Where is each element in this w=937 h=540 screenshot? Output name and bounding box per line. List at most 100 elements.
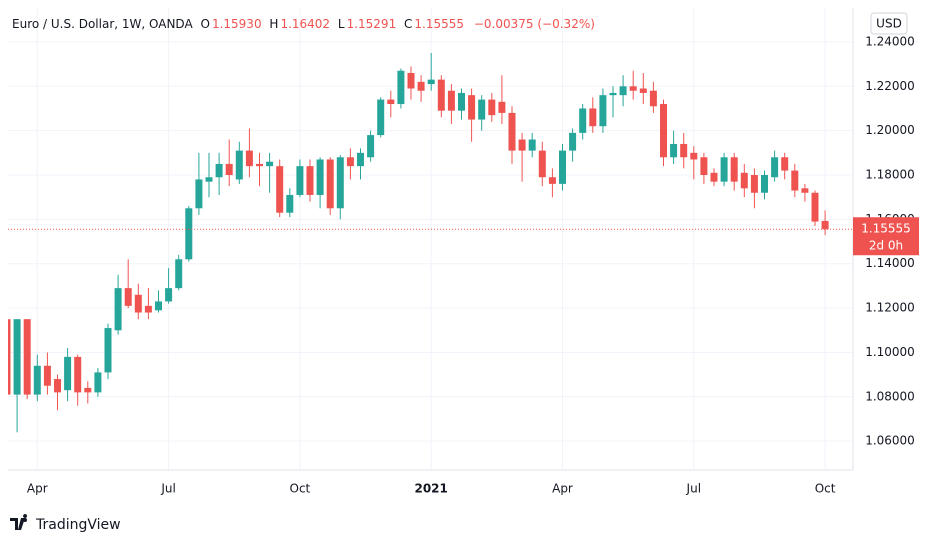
candle-body xyxy=(478,99,486,120)
candle-body xyxy=(346,157,354,167)
candle-body xyxy=(185,208,193,260)
currency-button[interactable] xyxy=(870,12,908,35)
header: Euro / U.S. Dollar, 1W, OANDA O 1.15930 H… xyxy=(12,17,595,31)
candle-body xyxy=(276,166,284,213)
candle-body xyxy=(225,163,233,176)
x-tick-label: Jul xyxy=(160,482,175,496)
candle-body xyxy=(316,159,324,195)
candle-body xyxy=(771,157,779,178)
candle-body xyxy=(64,356,72,391)
candle-body xyxy=(33,365,41,395)
candle-body xyxy=(700,157,708,176)
candle-body xyxy=(13,319,21,395)
o-label: O xyxy=(201,17,210,31)
candle-body xyxy=(104,328,112,373)
candle-body xyxy=(559,150,566,184)
candle-body xyxy=(144,305,152,313)
y-tick-label: 1.24000 xyxy=(865,34,915,48)
x-tick-label: Oct xyxy=(290,482,311,496)
candle-body xyxy=(336,157,344,209)
candle-body xyxy=(447,90,455,111)
candle-body xyxy=(417,81,425,91)
c-value: 1.15555 xyxy=(414,17,464,31)
x-tick-label: Jul xyxy=(686,482,701,496)
price-box xyxy=(853,217,919,256)
candle-body xyxy=(134,294,142,313)
y-tick-label: 1.20000 xyxy=(865,123,915,137)
candle-body xyxy=(114,288,122,331)
l-label: L xyxy=(338,17,345,31)
currency[interactable]: USD xyxy=(876,17,902,31)
candle-body xyxy=(791,170,799,191)
candle-body xyxy=(761,175,768,193)
brand: TradingView xyxy=(35,517,121,533)
candle-body xyxy=(377,99,385,136)
y-tick-label: 1.14000 xyxy=(865,256,915,270)
candle-body xyxy=(811,192,819,222)
candle-body xyxy=(781,157,789,171)
l-value: 1.15291 xyxy=(347,17,397,31)
candle-body xyxy=(397,70,405,105)
candle-body xyxy=(639,88,647,93)
candle-body xyxy=(84,387,92,393)
x-tick-label: Apr xyxy=(27,482,48,496)
candle-body xyxy=(215,163,223,178)
y-tick-label: 1.22000 xyxy=(865,79,915,93)
candles xyxy=(8,53,829,433)
y-tick-label: 1.08000 xyxy=(865,389,915,403)
candle-body xyxy=(326,159,334,209)
x-tick-label: 2021 xyxy=(414,482,447,496)
countdown: 2d 0h xyxy=(869,239,903,253)
candle-body xyxy=(124,288,132,306)
candle-body xyxy=(427,79,435,85)
candle-body xyxy=(488,99,496,116)
candle-body xyxy=(235,150,243,180)
x-tick-label: Oct xyxy=(815,482,836,496)
candle-body xyxy=(660,104,667,158)
candle-body xyxy=(195,179,203,209)
candle-body xyxy=(649,90,657,107)
candle-body xyxy=(256,163,263,167)
candle-body xyxy=(165,288,173,302)
price-label: 1.15555 xyxy=(861,222,911,236)
candle-body xyxy=(518,139,526,151)
candle-body xyxy=(498,101,506,113)
candle-body xyxy=(155,301,162,311)
h-label: H xyxy=(269,17,278,31)
candle-body xyxy=(670,143,678,158)
candle-body xyxy=(367,135,375,158)
candle-body xyxy=(629,86,637,91)
candle-body xyxy=(569,132,577,151)
candle-body xyxy=(23,319,31,395)
c-label: C xyxy=(404,17,412,31)
symbol: Euro / U.S. Dollar, 1W, OANDA xyxy=(12,17,193,31)
o-value: 1.15930 xyxy=(212,17,262,31)
grid xyxy=(8,8,853,470)
candle-body xyxy=(730,157,738,182)
candle-body xyxy=(357,152,364,167)
candle-body xyxy=(306,166,314,195)
candle-body xyxy=(599,95,607,127)
brand-logo xyxy=(10,514,28,530)
candle-body xyxy=(94,372,102,393)
candle-body xyxy=(407,72,415,89)
candle-body xyxy=(579,108,587,133)
y-tick-label: 1.18000 xyxy=(865,168,915,182)
candle-body xyxy=(296,166,304,195)
candle-body xyxy=(821,220,829,230)
h-value: 1.16402 xyxy=(280,17,330,31)
candle-body xyxy=(175,259,183,289)
candle-body xyxy=(54,379,61,393)
candle-body xyxy=(690,152,698,160)
candle-body xyxy=(458,92,465,111)
candle-body xyxy=(619,86,627,96)
y-tick-label: 1.10000 xyxy=(865,345,915,359)
candle-body xyxy=(437,79,445,111)
candle-body xyxy=(387,99,395,105)
candle-body xyxy=(609,92,617,96)
candle-body xyxy=(680,143,688,158)
candle-body xyxy=(750,175,758,193)
change: −0.00375 (−0.32%) xyxy=(474,17,595,31)
y-tick-label: 1.06000 xyxy=(865,434,915,448)
candle-body xyxy=(548,177,556,184)
